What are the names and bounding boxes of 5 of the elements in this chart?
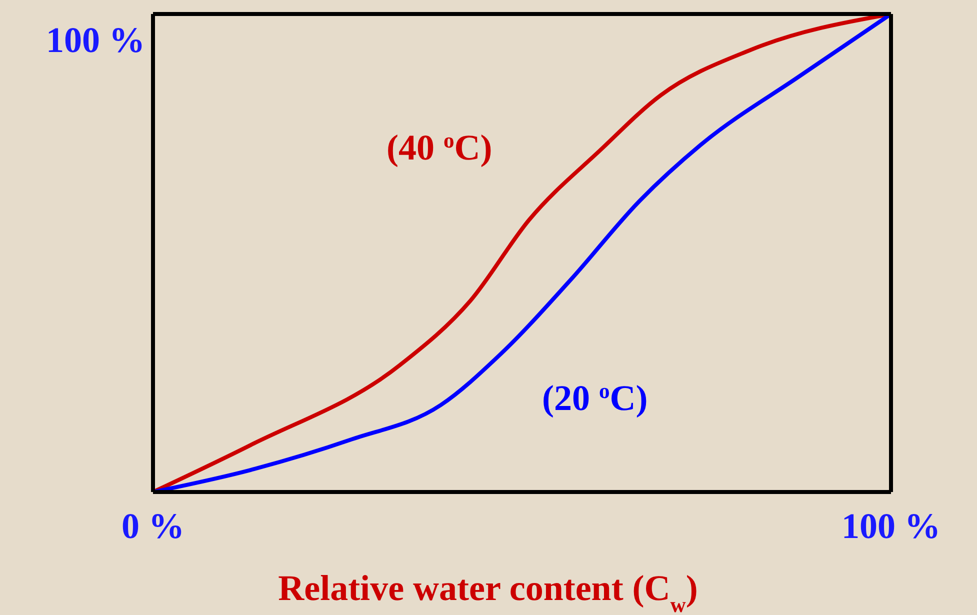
text: 100 %	[46, 20, 145, 60]
series-label: (20 $^{o}$C)	[542, 378, 648, 418]
series-label: (40 $^{o}$C)	[386, 128, 492, 168]
x-tick-label: 0 %	[122, 506, 184, 546]
x-axis-title: Relative water content (C$_{w}$)	[278, 568, 698, 615]
